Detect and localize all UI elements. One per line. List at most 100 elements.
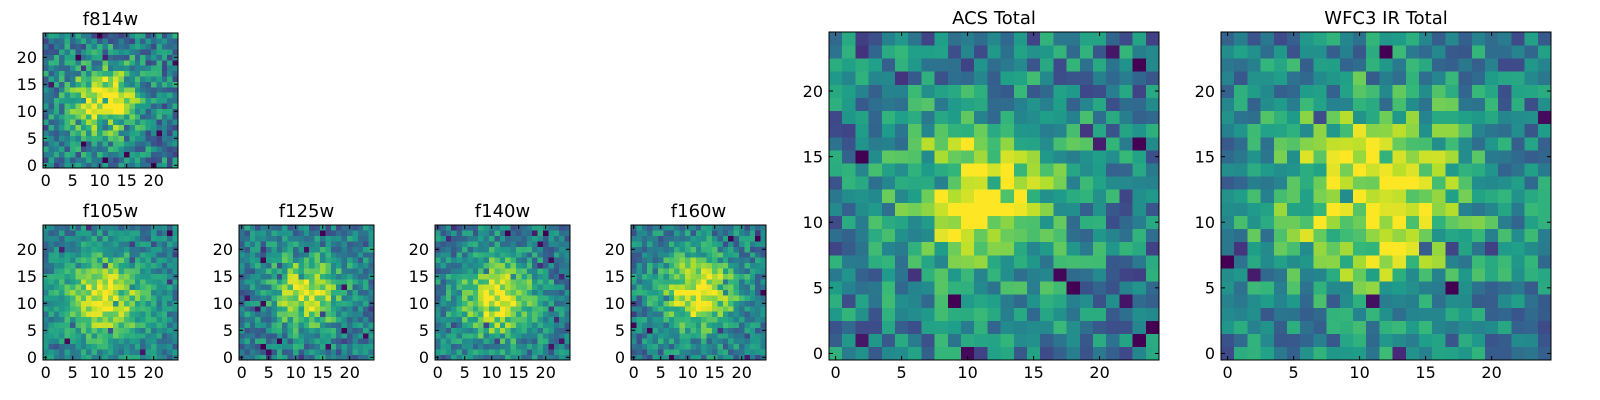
heatmap-cell (510, 262, 517, 269)
heatmap-cell (478, 300, 484, 307)
heatmap-cell (1379, 176, 1393, 190)
heatmap-cell (97, 65, 103, 72)
heatmap-cell (440, 273, 447, 280)
heatmap-cell (701, 354, 707, 361)
heatmap-cell (881, 45, 896, 59)
heatmap-cell (921, 268, 935, 282)
heatmap-cell (690, 295, 697, 301)
heatmap-cell (537, 268, 544, 274)
heatmap-cell (48, 60, 55, 66)
heatmap-cell (53, 246, 60, 253)
heatmap-cell (744, 279, 751, 285)
heatmap-cell (167, 124, 173, 131)
heatmap-cell (309, 343, 315, 350)
x-tick-label: 20 (340, 363, 360, 382)
heatmap-cell (489, 300, 495, 307)
heatmap-cell (537, 279, 544, 285)
heatmap-cell (48, 273, 55, 280)
heatmap-cell (663, 257, 670, 264)
heatmap-cell (652, 311, 659, 318)
heatmap-cell (249, 252, 256, 258)
heatmap-cell (151, 108, 157, 115)
heatmap-cell (760, 333, 767, 339)
heatmap-cell (347, 257, 353, 264)
heatmap-cell (1524, 228, 1539, 243)
heatmap-cell (347, 235, 353, 242)
heatmap-cell (1273, 123, 1288, 138)
heatmap-cell (161, 141, 168, 147)
heatmap-cell (282, 300, 288, 307)
heatmap-cell (728, 252, 734, 258)
heatmap-cell (314, 349, 321, 355)
heatmap-cell (129, 246, 136, 253)
heatmap-cell (64, 257, 71, 264)
heatmap-cell (113, 92, 119, 99)
heatmap-cell (695, 333, 702, 339)
heatmap-cell (537, 225, 544, 231)
heatmap-cell (309, 241, 315, 247)
heatmap-cell (1498, 228, 1512, 243)
heatmap-cell (64, 349, 71, 355)
heatmap-cell (728, 262, 734, 269)
heatmap-cell (1079, 71, 1094, 85)
heatmap-cell (987, 215, 1001, 230)
heatmap-cell (462, 327, 468, 334)
heatmap-cell (537, 354, 544, 361)
heatmap-cell (330, 225, 337, 231)
x-tick-label: 15 (117, 171, 137, 190)
heatmap-cell (118, 65, 125, 72)
heatmap-cell (489, 268, 495, 274)
heatmap-cell (1471, 307, 1486, 321)
heatmap-cell (86, 225, 92, 231)
heatmap-cell (314, 295, 321, 301)
heatmap-cell (1511, 268, 1525, 282)
heatmap-cell (722, 284, 729, 291)
heatmap-cell (947, 71, 962, 85)
heatmap-cell (855, 333, 869, 348)
heatmap-cell (868, 215, 883, 230)
heatmap-cell (934, 32, 949, 46)
heatmap-cell (483, 252, 490, 258)
heatmap-cell (59, 114, 65, 120)
heatmap-cell (1339, 176, 1354, 190)
heatmap-cell (1145, 307, 1160, 321)
heatmap-cell (330, 262, 337, 269)
heatmap-cell (330, 284, 337, 291)
heatmap-cell (172, 119, 179, 126)
heatmap-cell (658, 327, 664, 334)
heatmap-cell (293, 289, 299, 296)
heatmap-cell (1366, 333, 1380, 348)
heatmap-cell (733, 273, 740, 280)
heatmap-cell (118, 300, 125, 307)
heatmap-cell (363, 230, 369, 237)
heatmap-cell (749, 333, 756, 339)
heatmap-cell (895, 163, 909, 177)
heatmap-cell (435, 289, 441, 296)
heatmap-cell (974, 215, 988, 230)
heatmap-cell (1273, 110, 1288, 125)
heatmap-cell (543, 300, 549, 307)
heatmap-cell (855, 58, 869, 72)
heatmap-cell (140, 268, 146, 274)
heatmap-cell (744, 300, 751, 307)
heatmap-cell (368, 257, 375, 264)
heatmap-cell (467, 289, 474, 296)
heatmap-cell (641, 252, 648, 258)
heatmap-cell (472, 327, 479, 334)
heatmap-cell (760, 262, 767, 269)
heatmap-cell (118, 279, 125, 285)
heatmap-cell (553, 246, 560, 253)
heatmap-cell (961, 189, 975, 203)
heatmap-cell (685, 235, 691, 242)
heatmap-cell (1524, 110, 1539, 125)
heatmap-cell (298, 289, 305, 296)
heatmap-cell (64, 81, 71, 88)
heatmap-cell (483, 311, 490, 318)
heatmap-cell (435, 284, 441, 291)
heatmap-cell (652, 306, 659, 312)
heatmap-cell (881, 110, 896, 125)
heatmap-cell (271, 295, 278, 301)
heatmap-cell (282, 262, 288, 269)
heatmap-cell (140, 300, 146, 307)
